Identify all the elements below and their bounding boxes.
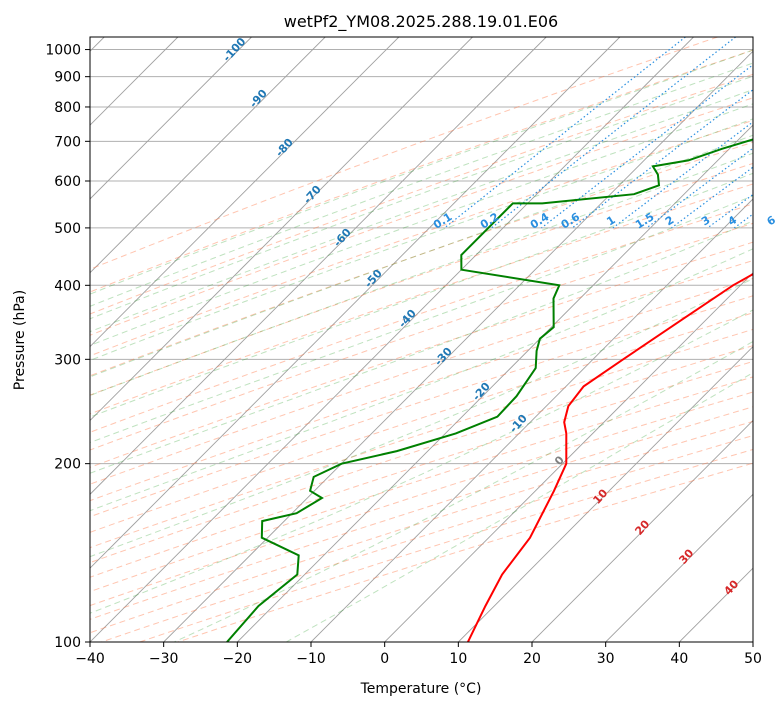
x-axis-ticks: −40 −30 −20 −10 0 10 20 30 40 50 — [75, 642, 762, 667]
x-tick-label: 40 — [670, 651, 688, 667]
y-tick-label: 600 — [54, 174, 81, 190]
x-tick-label: −10 — [296, 651, 326, 667]
y-tick-label: 100 — [54, 635, 81, 651]
y-tick-label: 200 — [54, 457, 81, 473]
x-tick-label: 30 — [597, 651, 615, 667]
x-tick-label: 0 — [380, 651, 389, 667]
x-axis-label: Temperature (°C) — [360, 681, 482, 697]
x-tick-label: −20 — [223, 651, 253, 667]
y-axis-ticks: 100 200 300 400 500 600 700 800 900 1000 — [45, 43, 90, 651]
x-tick-label: −40 — [75, 651, 105, 667]
y-tick-label: 500 — [54, 221, 81, 237]
y-axis-label: Pressure (hPa) — [12, 290, 28, 390]
x-tick-label: −30 — [149, 651, 179, 667]
y-tick-label: 900 — [54, 70, 81, 86]
y-tick-label: 300 — [54, 352, 81, 368]
y-tick-label: 800 — [54, 100, 81, 116]
mixing-ratio-label: 6 — [765, 213, 775, 228]
y-tick-label: 1000 — [45, 43, 81, 59]
x-tick-label: 20 — [523, 651, 541, 667]
y-tick-label: 700 — [54, 134, 81, 150]
y-tick-label: 400 — [54, 278, 81, 294]
isotherm-line — [753, 37, 775, 642]
x-tick-label: 10 — [449, 651, 467, 667]
chart-title: wetPf2_YM08.2025.288.19.01.E06 — [284, 12, 558, 32]
x-tick-label: 50 — [744, 651, 762, 667]
